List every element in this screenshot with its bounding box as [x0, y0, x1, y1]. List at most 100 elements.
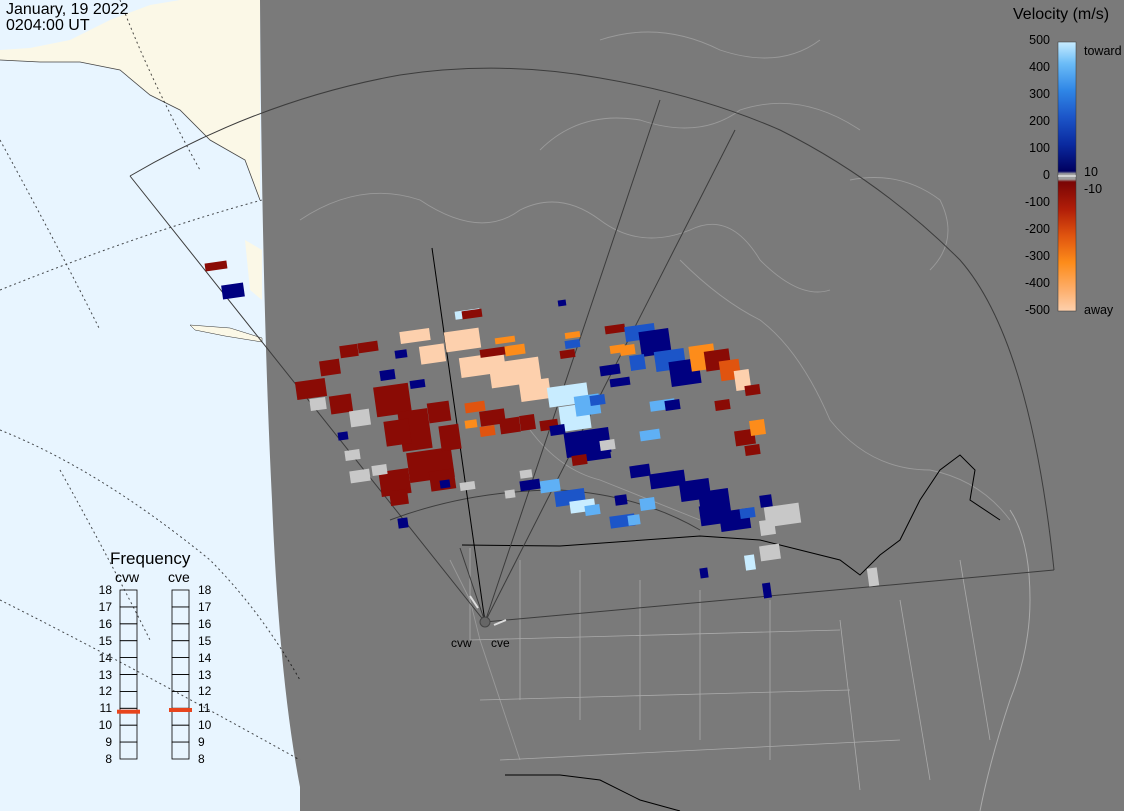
velocity-cell — [557, 299, 567, 307]
velocity-cell — [339, 343, 359, 359]
alaska-land — [0, 0, 260, 200]
velocity-cell — [698, 503, 722, 527]
velocity-cell — [464, 400, 486, 414]
velocity-cell — [619, 344, 636, 356]
velocity-cell — [494, 335, 516, 345]
velocity-cell — [504, 343, 526, 357]
velocity-cell — [204, 260, 228, 272]
frequency-scale-label: 13 — [198, 667, 212, 682]
frequency-scale-label: 14 — [198, 650, 212, 665]
frequency-scale-label: 17 — [198, 599, 212, 614]
velocity-cell — [744, 554, 756, 571]
velocity-cell — [599, 439, 616, 451]
legend-tick-label: -500 — [1024, 303, 1050, 317]
legend-toward-label: toward — [1084, 44, 1122, 58]
velocity-cell — [571, 454, 588, 466]
velocity-cell — [759, 519, 776, 536]
site-label-cvw: cvw — [451, 636, 472, 650]
frequency-scale-label: 14 — [98, 650, 112, 665]
frequency-scale-label: 9 — [198, 735, 205, 750]
frequency-scale-label: 15 — [198, 633, 212, 648]
frequency-scale-label: 8 — [198, 752, 205, 766]
velocity-cell — [627, 514, 641, 526]
velocity-cell — [749, 419, 766, 436]
frequency-title: Frequency — [110, 549, 191, 568]
legend-tick-label: 400 — [1029, 60, 1050, 74]
velocity-cell — [519, 469, 533, 479]
legend-tick-label: 0 — [1043, 168, 1050, 182]
velocity-cell — [519, 478, 541, 492]
frequency-scale-label: 13 — [98, 667, 112, 682]
cvw-boresight — [469, 595, 479, 609]
velocity-cell — [733, 369, 752, 391]
velocity-cell — [639, 428, 661, 442]
frequency-scale-label: 10 — [198, 718, 212, 733]
frequency-scale-label: 15 — [98, 633, 112, 648]
velocity-cell — [464, 419, 478, 429]
frequency-scale-label: 18 — [198, 583, 212, 597]
legend-inner-pos: 10 — [1084, 165, 1098, 179]
velocity-cell — [734, 428, 756, 447]
velocity-cell — [664, 399, 681, 411]
legend-inner-neg: -10 — [1084, 182, 1103, 196]
radar-name-cvw: cvw — [115, 569, 140, 585]
alaska-land-south — [245, 240, 262, 300]
velocity-cell — [319, 358, 341, 377]
radar-site-marker — [479, 616, 491, 628]
velocity-cell — [604, 323, 626, 335]
legend-tick-label: -400 — [1024, 276, 1050, 290]
frequency-scale-cell — [171, 741, 190, 760]
velocity-cell — [309, 396, 327, 412]
frequency-scale-label: 17 — [98, 599, 112, 614]
velocity-cell — [629, 463, 651, 479]
velocity-cell — [459, 480, 476, 492]
velocity-cell — [409, 378, 426, 390]
velocity-cell — [221, 282, 245, 300]
velocity-cell — [479, 425, 496, 437]
legend-tick-label: -200 — [1024, 222, 1050, 236]
alaska-coast — [0, 59, 261, 201]
legend-away-label: away — [1084, 303, 1114, 317]
velocity-cell — [461, 308, 483, 320]
velocity-cell — [371, 464, 388, 476]
velocity-cell — [337, 431, 349, 441]
velocity-cell — [584, 504, 601, 516]
state-borders — [469, 548, 991, 791]
velocity-cell — [488, 356, 542, 389]
velocity-cell — [383, 418, 412, 447]
velocity-cell — [479, 408, 506, 427]
velocity-cell — [866, 567, 880, 587]
velocity-cell — [739, 507, 756, 519]
velocity-cell — [599, 363, 621, 377]
cve-boresight — [493, 619, 507, 626]
velocity-cell — [519, 414, 536, 431]
velocity-cell — [609, 376, 631, 388]
velocity-cell — [439, 479, 451, 489]
velocity-cell — [539, 478, 561, 494]
velocity-cell — [379, 369, 396, 381]
velocity-cell — [744, 444, 761, 456]
legend-tick-label: -300 — [1024, 249, 1050, 263]
velocity-cell — [479, 346, 509, 358]
velocity-cell — [504, 489, 516, 499]
velocity-cell — [389, 488, 409, 507]
velocity-cell — [761, 582, 773, 599]
velocity-cell — [518, 378, 552, 402]
legend-tick-label: 300 — [1029, 87, 1050, 101]
velocity-cell — [418, 343, 447, 365]
velocity-cell — [759, 543, 781, 562]
velocity-cell — [559, 348, 576, 360]
velocity-cell — [328, 393, 354, 415]
legend-tick-label: 500 — [1029, 33, 1050, 47]
velocity-cell — [638, 328, 672, 357]
frequency-scale-label: 16 — [198, 616, 212, 631]
velocity-cell — [373, 382, 412, 418]
frequency-scale-label: 18 — [98, 583, 112, 597]
velocity-cell — [349, 468, 371, 484]
velocity-legend-title: Velocity (m/s) — [1013, 6, 1110, 23]
terminator-region — [260, 0, 1124, 811]
frequency-scale-cell — [119, 741, 138, 760]
velocity-cell — [699, 567, 709, 579]
frequency-scale-label: 16 — [98, 616, 112, 631]
